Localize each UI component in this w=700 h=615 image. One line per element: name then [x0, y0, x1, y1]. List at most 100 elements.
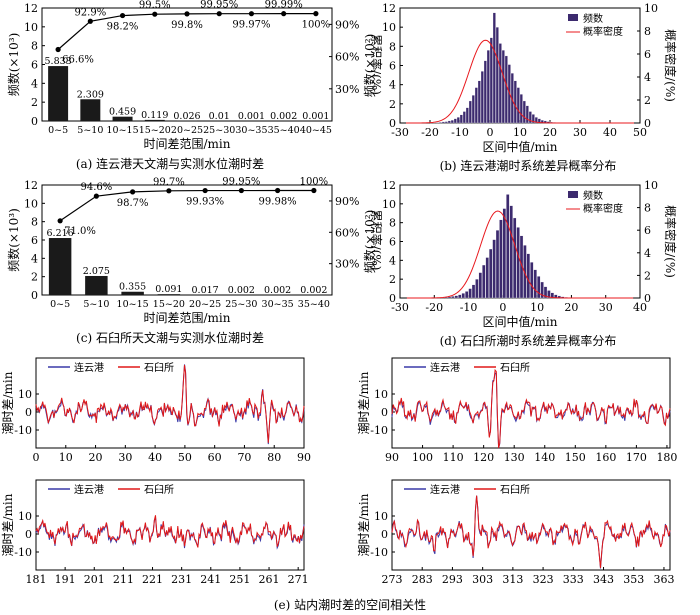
histogram-bar — [531, 114, 535, 124]
bar-value-label: 0.001 — [302, 111, 329, 122]
x-tick-label: 10 — [513, 126, 527, 139]
histogram-bar — [509, 205, 513, 299]
histogram-bar — [478, 272, 483, 299]
x-tick-label: 100 — [412, 451, 433, 464]
cumulative-point — [202, 187, 208, 194]
x-axis-title: 区间中值/min — [483, 139, 558, 154]
legend-swatch-count — [568, 191, 578, 198]
bar-value-label: 0.017 — [192, 285, 219, 296]
y-tick-label: 6 — [31, 234, 38, 247]
x-tick-label: 150 — [565, 451, 586, 464]
x-tick-label: 20~25 — [171, 125, 203, 136]
histogram-bar — [540, 281, 544, 299]
y-tick-label: 0 — [389, 292, 396, 305]
x-tick-label: 30 — [118, 451, 132, 464]
x-tick-label: 303 — [472, 573, 493, 586]
plot-frame — [391, 357, 671, 449]
x-tick-label: 50 — [178, 451, 192, 464]
x-tick-label: 25~30 — [203, 125, 235, 136]
histogram-bar — [454, 295, 459, 299]
legend-label-lianyungang: 连云港 — [430, 483, 460, 496]
x-axis-title: 区间中值/min — [483, 314, 558, 329]
bar-value-label: 0.119 — [141, 110, 168, 121]
histogram-bar — [522, 100, 526, 124]
y2-tick-label: 4 — [644, 71, 651, 84]
panel-caption: (b) 连云港潮时系统差异概率分布 — [440, 158, 617, 173]
legend-label-lianyungang: 连云港 — [430, 361, 460, 374]
cumulative-label: 99.7% — [153, 177, 185, 188]
bar — [48, 66, 69, 121]
y2-tick-label: 90% — [335, 195, 359, 208]
bar-value-label: 6.216 — [47, 228, 74, 239]
y2-axis-title: 概率密度/(%) — [663, 205, 678, 278]
histogram-bar — [483, 60, 487, 124]
y-tick-label: 0 — [31, 289, 38, 302]
y-tick-label: 2 — [31, 96, 38, 109]
histogram-bar — [492, 239, 496, 299]
y-tick-label: 10 — [374, 388, 388, 401]
cumulative-label: 94.6% — [80, 182, 112, 193]
histogram-bar — [475, 279, 479, 299]
x-tick-label: 35~40 — [298, 299, 330, 310]
cumulative-point — [166, 188, 172, 194]
histogram-bar — [474, 87, 478, 124]
x-tick-label: -10 — [460, 301, 478, 314]
histogram-bar — [495, 27, 499, 124]
cumulative-point — [313, 11, 319, 17]
y2-axis-title: 累积率/(%) — [369, 34, 384, 95]
y2-tick-label: 0 — [644, 292, 651, 305]
x-tick-label: 333 — [563, 573, 584, 586]
cumulative-point — [152, 11, 158, 17]
histogram-bar — [485, 257, 489, 299]
y2-tick-label: 4 — [644, 247, 651, 260]
y2-tick-label: 2 — [644, 94, 651, 107]
x-tick-label: 10 — [59, 451, 73, 464]
x-tick-label: 353 — [623, 573, 644, 586]
y2-tick-label: 0 — [644, 117, 651, 130]
legend-label-count: 频数 — [583, 12, 603, 25]
x-tick-label: 90 — [385, 451, 399, 464]
bar-value-label: 0.002 — [270, 111, 297, 122]
histogram-bar — [512, 217, 517, 299]
x-tick-label: 363 — [653, 573, 674, 586]
histogram-bar — [471, 284, 476, 299]
histogram-bar — [465, 107, 469, 124]
histogram-bar — [523, 245, 527, 299]
histogram-bar — [441, 121, 445, 124]
legend-label-count: 频数 — [583, 189, 603, 202]
x-tick-label: -10 — [451, 126, 469, 139]
cumulative-label: 100% — [300, 177, 329, 188]
y-tick-label: -10 — [14, 546, 32, 559]
series-shijiusuo — [35, 515, 305, 548]
histogram-bar — [464, 291, 469, 299]
y-tick-label: 4 — [31, 252, 38, 265]
legend-label-lianyungang: 连云港 — [74, 361, 104, 374]
panel-e-timeseries-3: 181 191 201 211 221 231 241 251 261 271 -10 0 10 连云港 石… — [0, 479, 309, 586]
x-tick-label: 0 — [499, 301, 506, 314]
bar — [144, 119, 165, 121]
y-tick-label: 10 — [18, 510, 32, 523]
bar-value-label: 0.459 — [109, 107, 136, 118]
x-tick-label: 30 — [573, 126, 587, 139]
panel-caption: (d) 石臼所潮时系统差异概率分布 — [440, 333, 617, 348]
plot-frame — [391, 479, 671, 571]
y-tick-label: 10 — [382, 198, 396, 211]
y-tick-label: 6 — [389, 60, 396, 73]
histogram-bar — [468, 100, 472, 124]
x-tick-label: 5~10 — [83, 299, 109, 310]
y2-tick-label: 6 — [644, 224, 651, 237]
histogram-bar — [536, 276, 541, 299]
x-tick-label: 273 — [382, 573, 403, 586]
cumulative-label: 99.99% — [265, 0, 303, 11]
bar — [85, 275, 108, 295]
x-tick-label: -20 — [425, 301, 443, 314]
y-axis-title: 潮时差/min — [0, 493, 15, 556]
y2-tick-label: 2 — [644, 269, 651, 282]
x-tick-label: 35~40 — [268, 125, 300, 136]
cumulative-point — [311, 187, 317, 194]
x-tick-label: 201 — [84, 573, 105, 586]
histogram-bar — [530, 262, 534, 299]
y-axis-title: 潮时差/min — [356, 371, 371, 434]
histogram-bar — [451, 296, 455, 299]
y-axis-title: 潮时差/min — [356, 493, 371, 556]
